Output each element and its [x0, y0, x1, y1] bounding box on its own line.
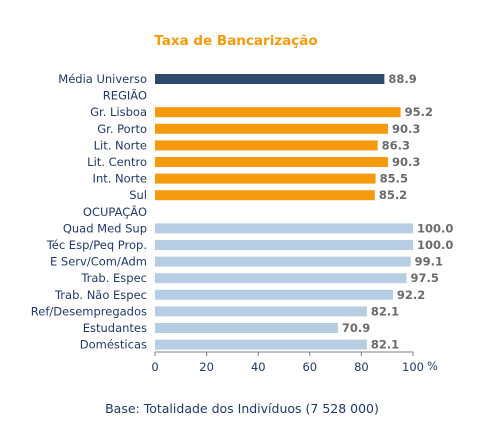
category-label: E Serv/Com/Adm — [50, 255, 147, 269]
bar — [155, 240, 413, 250]
bar — [155, 323, 338, 333]
value-label: 95.2 — [405, 105, 433, 119]
bar — [155, 289, 393, 300]
bar — [155, 339, 367, 350]
bar-chart: Média Universo 88.9 REGIÃO Gr. Lisboa 95.2 Gr… — [31, 72, 454, 374]
value-label: 86.3 — [382, 138, 410, 152]
value-label: 97.5 — [411, 271, 439, 285]
x-tick-label: 20 — [199, 360, 214, 374]
bar — [155, 140, 378, 151]
value-label: 85.5 — [380, 172, 408, 186]
x-tick-label: 60 — [302, 360, 317, 374]
x-tick-label: 80 — [354, 360, 369, 374]
bar — [155, 173, 376, 184]
value-label: 92.2 — [397, 288, 425, 302]
footnote: Base: Totalidade dos Indivíduos (7 528 0… — [105, 401, 379, 416]
bar — [155, 107, 401, 118]
x-unit-label: % — [427, 359, 438, 373]
bar — [155, 223, 413, 234]
bar — [155, 190, 375, 201]
category-label: Gr. Porto — [97, 122, 147, 136]
chart-title: Taxa de Bancarização — [154, 33, 318, 49]
category-label: REGIÃO — [103, 88, 147, 103]
bar — [155, 256, 411, 267]
category-label: Estudantes — [83, 321, 147, 335]
value-label: 70.9 — [342, 321, 370, 335]
x-tick-label: 40 — [251, 360, 266, 374]
category-label: Domésticas — [80, 338, 147, 352]
category-label: OCUPAÇÃO — [83, 204, 147, 219]
bar — [155, 123, 388, 134]
value-label: 90.3 — [392, 155, 420, 169]
value-label: 82.1 — [371, 304, 399, 318]
category-label: Sul — [129, 188, 147, 202]
category-label: Trab. Espec — [80, 271, 147, 285]
value-label: 82.1 — [371, 338, 399, 352]
category-label: Ref/Desempregados — [31, 304, 147, 318]
x-tick-label: 0 — [151, 360, 158, 374]
value-label: 88.9 — [388, 72, 416, 86]
category-label: Média Universo — [58, 72, 147, 86]
value-label: 100.0 — [417, 221, 453, 235]
bar — [155, 273, 407, 284]
category-label: Quad Med Sup — [63, 221, 147, 235]
bar — [155, 157, 388, 167]
bar — [155, 306, 367, 317]
category-label: Téc Esp/Peq Prop. — [46, 238, 147, 252]
category-label: Int. Norte — [93, 172, 147, 186]
value-label: 99.1 — [415, 255, 443, 269]
category-label: Lit. Norte — [94, 138, 147, 152]
category-label: Gr. Lisboa — [90, 105, 147, 119]
value-label: 85.2 — [379, 188, 407, 202]
category-label: Trab. Não Espec — [54, 288, 147, 302]
x-tick-label: 100 — [402, 360, 424, 374]
category-label: Lit. Centro — [87, 155, 147, 169]
value-label: 90.3 — [392, 122, 420, 136]
bar — [155, 74, 385, 84]
value-label: 100.0 — [417, 238, 453, 252]
